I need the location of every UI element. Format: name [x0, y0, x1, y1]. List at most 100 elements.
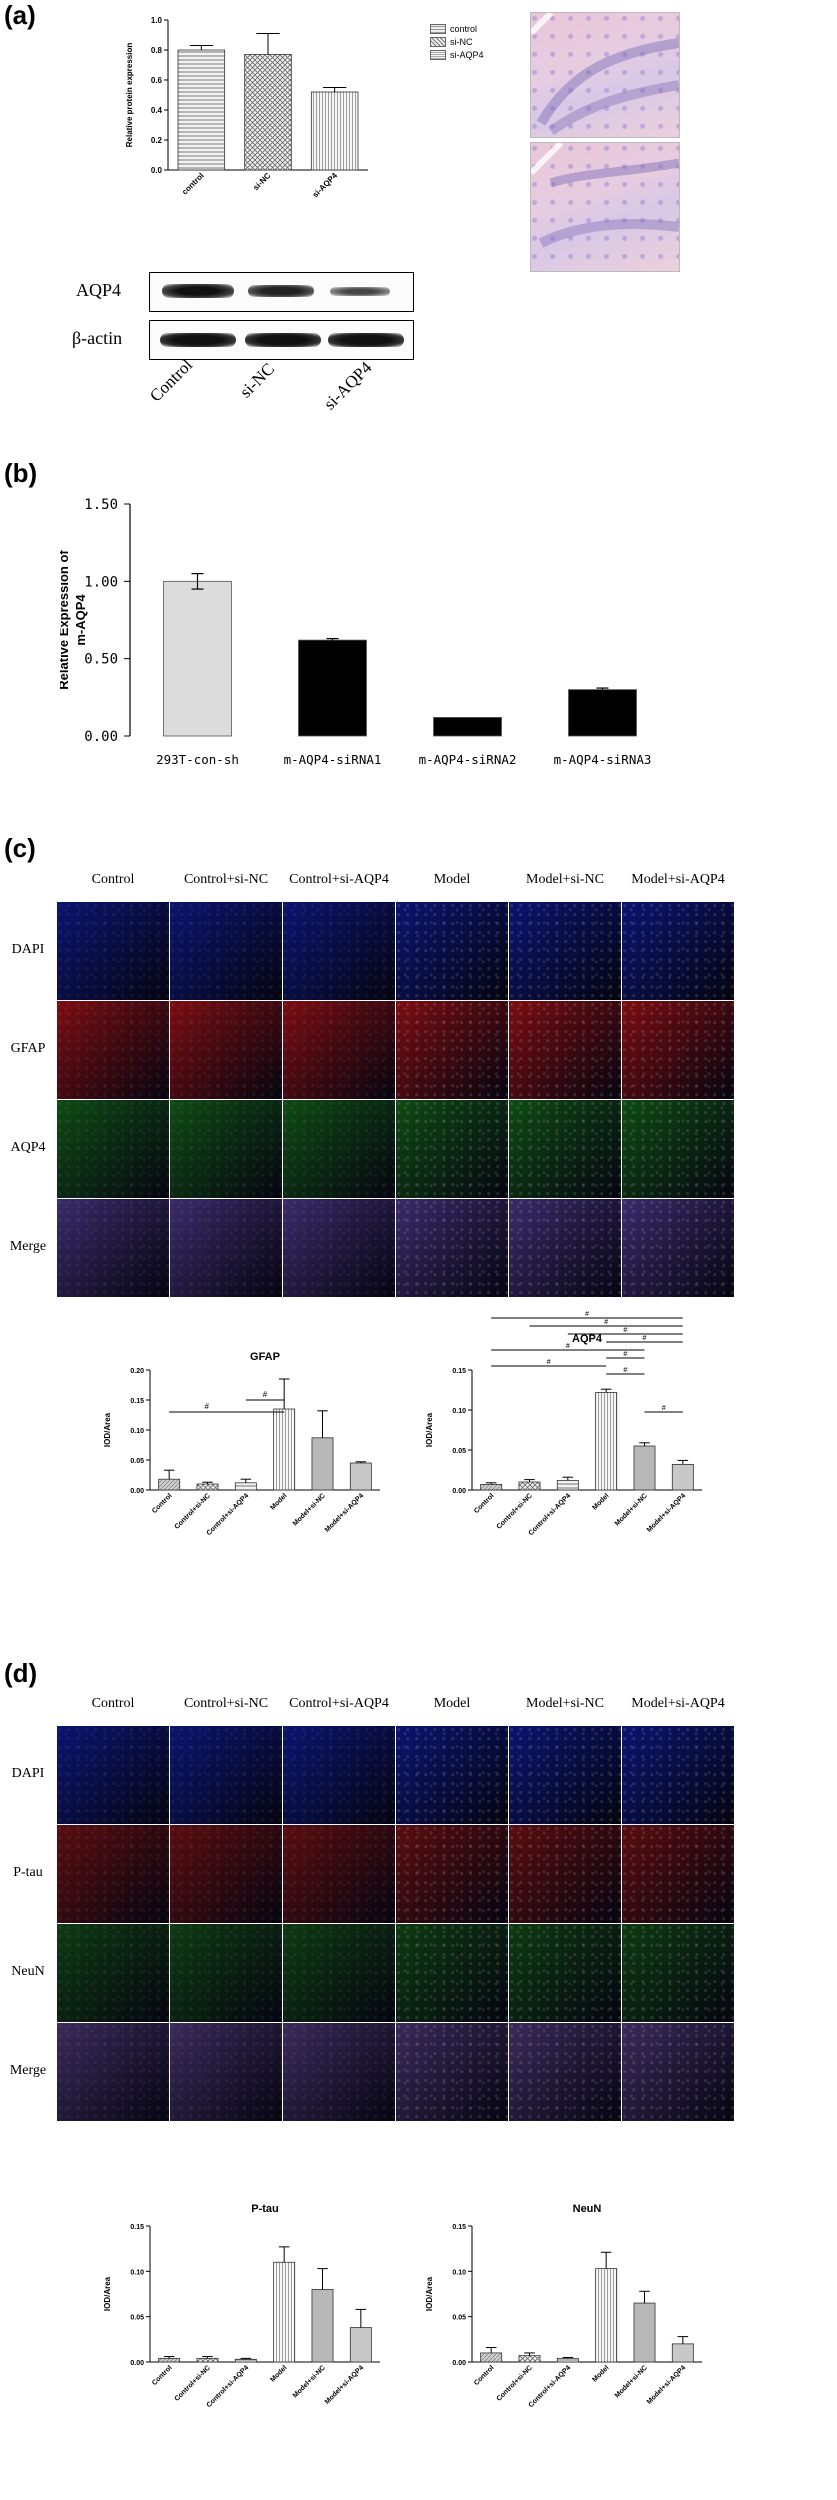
y-tick-label: 0.10 — [452, 2269, 466, 2276]
x-tick-label: m-AQP4-siRNA1 — [284, 752, 382, 767]
legend-label: si-NC — [450, 37, 473, 47]
micrograph-tile — [283, 1001, 395, 1099]
panel-label-c: (c) — [4, 833, 36, 863]
significance-mark: # — [604, 1319, 608, 1326]
y-tick-label: 0.15 — [130, 2224, 144, 2231]
y-tick-label: 0.10 — [130, 1428, 144, 1435]
micrograph-tile — [622, 1001, 734, 1099]
y-axis-label: IOD/Area — [425, 2276, 434, 2311]
bar — [349, 2327, 372, 2363]
chart-title: AQP4 — [572, 1333, 603, 1345]
legend-swatch — [430, 37, 446, 47]
bar — [480, 1483, 503, 1491]
micrograph-tile — [283, 902, 395, 1000]
y-tick-label: 0.00 — [84, 729, 118, 745]
bar — [518, 1481, 541, 1491]
chart-a-legend: control si-NC si-AQP4 — [430, 24, 510, 60]
micrograph-tile — [509, 1100, 621, 1198]
y-tick-label: 0.00 — [452, 1488, 466, 1495]
y-tick-label: 0.10 — [452, 1408, 466, 1415]
y-tick-label: 0.05 — [452, 1448, 466, 1455]
x-tick-label: Model+si-AQP4 — [324, 2364, 365, 2405]
significance-mark: # — [643, 1335, 647, 1342]
x-tick-label: Model+si-AQP4 — [324, 1492, 365, 1533]
x-tick-label: Model — [269, 1492, 288, 1511]
column-header: Control+si-NC — [183, 1696, 269, 1711]
bar — [298, 639, 367, 737]
legend-label: si-AQP4 — [450, 50, 484, 60]
micrograph-tile — [396, 1100, 508, 1198]
histology-texture — [531, 13, 679, 136]
bar — [633, 1445, 656, 1491]
micrograph-grid-c: Control Control+si-NC Control+si-AQP4 Model… — [0, 866, 837, 1306]
y-tick-label: 1.00 — [84, 574, 118, 590]
micrograph-tile — [509, 1726, 621, 1824]
legend-item: control — [430, 24, 510, 34]
blot-row-label: β-actin — [72, 328, 123, 348]
column-header: Model+si-AQP4 — [631, 872, 725, 887]
micrograph-tile — [622, 2023, 734, 2121]
micrograph-tile — [509, 1001, 621, 1099]
bar — [518, 2355, 541, 2363]
blot-strip-aqp4 — [149, 272, 414, 312]
micrograph-tile — [283, 2023, 395, 2121]
x-tick-label: si-NC — [251, 171, 272, 192]
x-tick-label: m-AQP4-siRNA2 — [419, 752, 517, 767]
micrograph-tile — [622, 1924, 734, 2022]
bar — [273, 1408, 296, 1491]
significance-mark: # — [204, 1402, 209, 1411]
chart-title: GFAP — [250, 1351, 280, 1363]
y-tick-label: 0.0 — [151, 166, 163, 175]
y-axis-label-line: m-AQP4 — [73, 594, 88, 646]
bar — [163, 580, 232, 737]
micrograph-tile — [396, 1726, 508, 1824]
x-tick-label: m-AQP4-siRNA3 — [554, 752, 652, 767]
x-tick-label: Model+si-NC — [292, 1492, 327, 1527]
x-tick-label: Control — [473, 1492, 496, 1515]
row-header: DAPI — [11, 1766, 45, 1781]
band — [330, 287, 390, 296]
y-axis-label-line: Relative Expression of — [60, 550, 71, 690]
bar — [433, 717, 502, 737]
y-tick-label: 0.00 — [130, 1488, 144, 1495]
bar — [556, 1479, 579, 1491]
column-header: Model — [433, 872, 471, 887]
legend-item: si-NC — [430, 37, 510, 47]
micrograph-tile — [57, 1100, 169, 1198]
micrograph-tile — [509, 1199, 621, 1297]
micrograph-tile — [170, 1924, 282, 2022]
micrograph-tile — [170, 1199, 282, 1297]
x-tick-label: Control — [151, 2364, 174, 2387]
western-blot: AQP4 β-actin Control si-NC si-AQP4 — [72, 268, 416, 438]
y-tick-label: 1.0 — [151, 16, 163, 25]
y-axis-label: Relative protein expression — [125, 43, 134, 148]
y-tick-label: 0.00 — [130, 2360, 144, 2367]
bar — [671, 2343, 694, 2363]
y-tick-label: 0.05 — [130, 1458, 144, 1465]
histology-image-bottom — [530, 142, 680, 272]
bar — [311, 1437, 334, 1491]
micrograph-tile — [283, 1199, 395, 1297]
micrograph-tile — [170, 1726, 282, 1824]
y-tick-label: 0.8 — [151, 46, 163, 55]
panel-label-a: (a) — [4, 0, 36, 30]
chart-a-protein-expression: 0.0 0.2 0.4 0.6 0.8 1.0 Relative protein expre… — [125, 16, 368, 199]
significance-mark: # — [623, 1351, 627, 1358]
x-tick-label: Control+si-AQP4 — [206, 2364, 251, 2409]
legend-swatch — [430, 24, 446, 34]
x-tick-label: Control+si-NC — [496, 1492, 534, 1530]
column-header: Control+si-AQP4 — [289, 872, 389, 887]
row-header: Merge — [9, 1239, 47, 1254]
micrograph-tile — [170, 2023, 282, 2121]
micrograph-tile — [509, 902, 621, 1000]
micrograph-tile — [622, 902, 734, 1000]
bar — [244, 54, 292, 171]
row-header: Merge — [9, 2063, 47, 2078]
row-header: P-tau — [13, 1865, 43, 1880]
panel-label-d: (d) — [4, 1658, 38, 1688]
blot-row-label: AQP4 — [76, 280, 122, 300]
